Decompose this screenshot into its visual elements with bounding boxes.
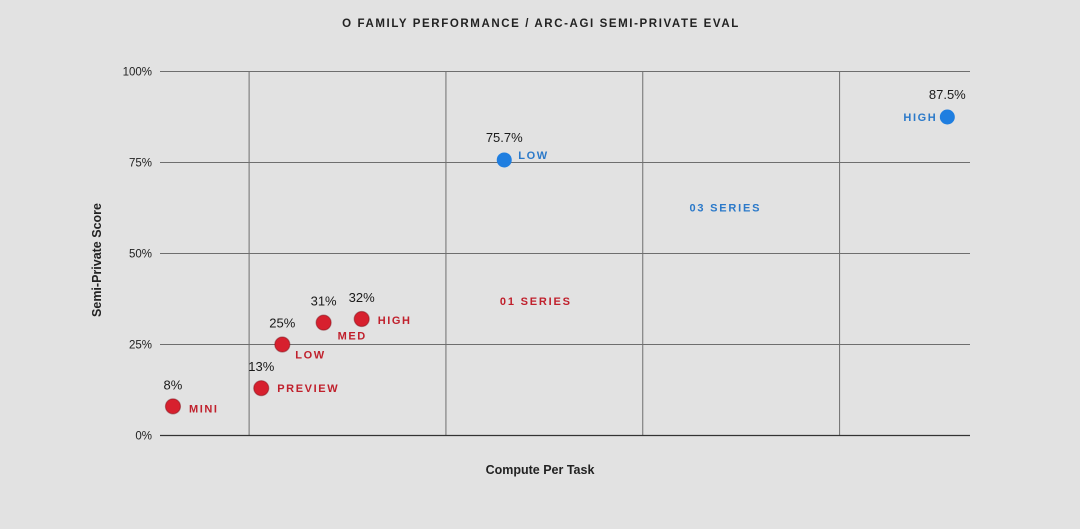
data-value-label: 8% [164, 377, 183, 392]
point-01-series-low: 25% LOW [269, 316, 325, 362]
series-region-label: 01 SERIES [500, 296, 572, 308]
data-value-label: 75.7% [486, 130, 523, 145]
data-point-marker [274, 336, 291, 353]
gridlines [160, 71, 970, 436]
y-axis-label: Semi-Private Score [90, 203, 104, 317]
point-01-series-high: 32%HIGH [349, 290, 412, 328]
data-value-label: 25% [269, 316, 295, 331]
data-point-marker [253, 380, 270, 397]
point-03-series-high: 87.5% HIGH [903, 87, 966, 125]
series-03-series: 03 SERIES 75.7% LOW 87.5% HIGH [486, 87, 966, 215]
data-point-name-label: HIGH [903, 112, 937, 124]
point-01-series-mini: 8% MINI [164, 377, 219, 415]
data-point-name-label: LOW [295, 350, 325, 362]
data-point-marker [353, 310, 370, 328]
data-point-name-label: PREVIEW [277, 383, 339, 395]
data-value-label: 32% [349, 290, 375, 305]
chart-title: O FAMILY PERFORMANCE / ARC-AGI SEMI-PRIV… [342, 18, 740, 30]
y-tick-label: 100% [123, 67, 152, 79]
data-point-name-label: HIGH [378, 315, 412, 327]
series-region-label: 03 SERIES [689, 203, 761, 215]
y-tick-label: 25% [129, 340, 152, 352]
y-tick-label: 0% [135, 431, 152, 443]
point-01-series-med: 31% MED [311, 294, 367, 343]
data-point-name-label: LOW [518, 150, 548, 162]
data-point-name-label: MED [338, 331, 367, 343]
data-point-name-label: MINI [189, 403, 219, 415]
data-value-label: 87.5% [929, 87, 966, 102]
data-value-label: 31% [311, 294, 337, 309]
point-01-series-preview: 13%PREVIEW [248, 359, 339, 397]
point-03-series-low: 75.7% LOW [486, 130, 548, 168]
data-point-marker [315, 314, 332, 331]
data-point-marker [496, 152, 512, 168]
series-01-series: 01 SERIES 8% MINI 13%PREVIEW 25% LOW 31% MED 32%… [164, 290, 572, 415]
data-value-label: 13% [248, 359, 274, 374]
data-series: 01 SERIES 8% MINI 13%PREVIEW 25% LOW 31% MED 32%… [164, 87, 967, 415]
data-point-marker [164, 398, 182, 415]
data-point-marker [939, 109, 955, 125]
y-axis-ticks: 0% 25% 50% 75% 100% [123, 67, 152, 443]
x-axis-label: Compute Per Task [486, 463, 595, 477]
y-tick-label: 75% [129, 158, 152, 170]
y-tick-label: 50% [129, 249, 152, 261]
